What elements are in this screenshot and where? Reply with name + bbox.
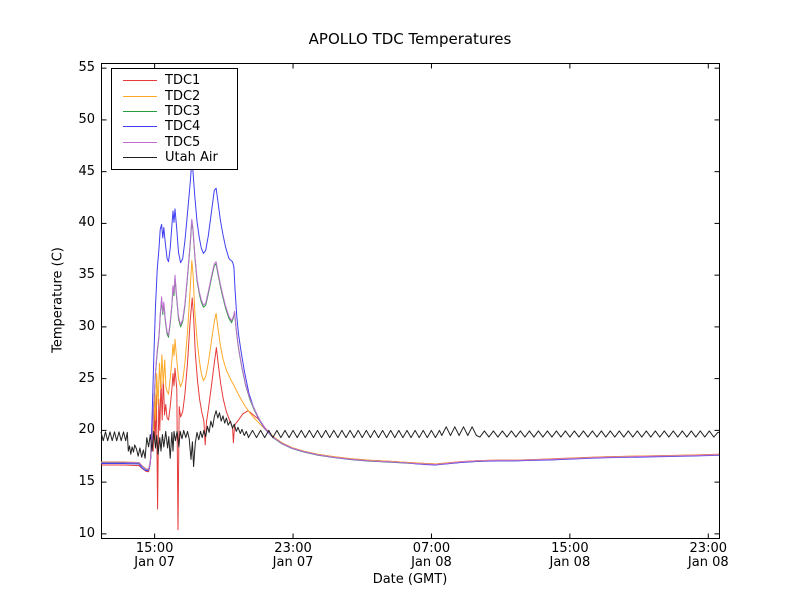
legend-row: TDC4 <box>112 119 237 134</box>
series-line-TDC2 <box>101 260 720 470</box>
x-tick-time-label: 15:00 <box>135 541 174 556</box>
legend-label: TDC4 <box>165 119 201 135</box>
legend-label: TDC5 <box>165 134 201 150</box>
legend-label: TDC3 <box>165 103 201 119</box>
x-tick-time-label: 23:00 <box>274 541 312 556</box>
legend-swatch-TDC4 <box>123 126 157 128</box>
series-line-TDC5 <box>101 218 720 470</box>
chart-title: APOLLO TDC Temperatures <box>308 30 512 48</box>
legend-label: Utah Air <box>165 150 218 166</box>
y-tick-label: 35 <box>78 267 95 283</box>
x-tick-date-label: Jan 08 <box>411 555 452 570</box>
series-line-Utah-Air <box>100 410 719 468</box>
x-axis-label: Date (GMT) <box>372 572 448 587</box>
legend-swatch-TDC5 <box>123 141 157 143</box>
x-tick-date-label: Jan 08 <box>687 555 729 570</box>
series-line-TDC1 <box>101 297 720 531</box>
y-tick-label: 40 <box>78 215 95 231</box>
x-tick-date-label: Jan 08 <box>549 555 591 570</box>
x-tick-time-label: 23:00 <box>689 541 727 556</box>
legend: TDC1 TDC2 TDC3 TDC4 TDC5 Utah Air <box>111 68 238 171</box>
y-tick-label: 15 <box>78 474 95 490</box>
legend-swatch-Utah-Air <box>123 157 157 159</box>
y-tick-label: 25 <box>78 370 95 386</box>
y-axis-label: Temperature (C) <box>50 247 66 353</box>
legend-label: TDC2 <box>165 88 201 104</box>
series-line-TDC4 <box>101 161 720 472</box>
legend-swatch-TDC3 <box>123 110 157 112</box>
legend-row: TDC2 <box>112 88 237 104</box>
legend-label: TDC1 <box>165 73 201 89</box>
x-tick-date-label: Jan 07 <box>272 555 314 570</box>
series-line-TDC3 <box>101 220 720 471</box>
y-tick-label: 30 <box>78 318 95 334</box>
legend-row: TDC5 <box>112 135 237 150</box>
legend-row: TDC3 <box>112 104 237 119</box>
legend-row: Utah Air <box>112 150 237 165</box>
legend-swatch-TDC1 <box>123 80 157 82</box>
y-tick-label: 45 <box>78 163 95 179</box>
x-tick-date-label: Jan 07 <box>134 555 175 570</box>
x-tick-time-label: 15:00 <box>551 541 589 556</box>
legend-swatch-TDC2 <box>123 95 157 97</box>
legend-row: TDC1 <box>112 73 237 88</box>
plot-spines <box>101 63 720 539</box>
y-tick-label: 10 <box>78 525 95 541</box>
y-tick-label: 50 <box>78 111 95 127</box>
y-tick-label: 20 <box>78 422 95 438</box>
x-tick-time-label: 07:00 <box>412 541 451 556</box>
y-tick-label: 55 <box>78 60 95 76</box>
